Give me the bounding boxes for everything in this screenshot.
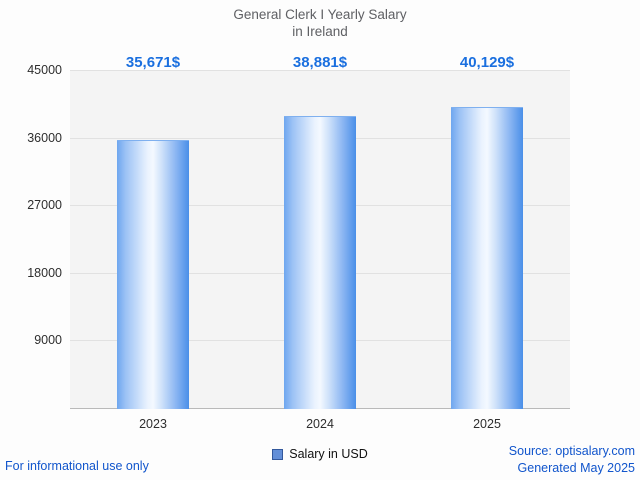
y-axis-tick-label: 36000 [27,131,62,145]
bar-value-label: 40,129$ [459,54,515,71]
legend-label: Salary in USD [289,447,368,461]
y-axis-tick-label: 18000 [27,266,62,280]
x-axis-tick-label: 2025 [473,417,501,431]
y-axis-tick-label: 45000 [27,63,62,77]
legend-swatch-icon [272,448,284,460]
x-axis-tick-label: 2024 [306,417,334,431]
disclaimer-text: For informational use only [5,459,149,473]
chart-legend: Salary in USD [0,447,640,461]
bar-2023 [117,140,189,409]
source-text: Source: optisalary.com [508,444,635,458]
chart-title: General Clerk I Yearly Salary in Ireland [0,6,640,40]
y-axis-tick-label: 27000 [27,198,62,212]
bar-2025 [451,107,523,409]
bar-2024 [284,116,356,409]
chart-title-line1: General Clerk I Yearly Salary [233,7,407,22]
source-block: Source: optisalary.com Generated May 202… [509,443,635,477]
generated-text: Generated May 2025 [517,461,635,475]
bar-value-label: 38,881$ [292,54,348,71]
bar-value-label: 35,671$ [125,54,181,71]
gridline [70,70,570,71]
x-axis-tick-label: 2023 [139,417,167,431]
chart-title-line2: in Ireland [292,24,348,39]
y-axis-tick-label: 9000 [34,333,62,347]
